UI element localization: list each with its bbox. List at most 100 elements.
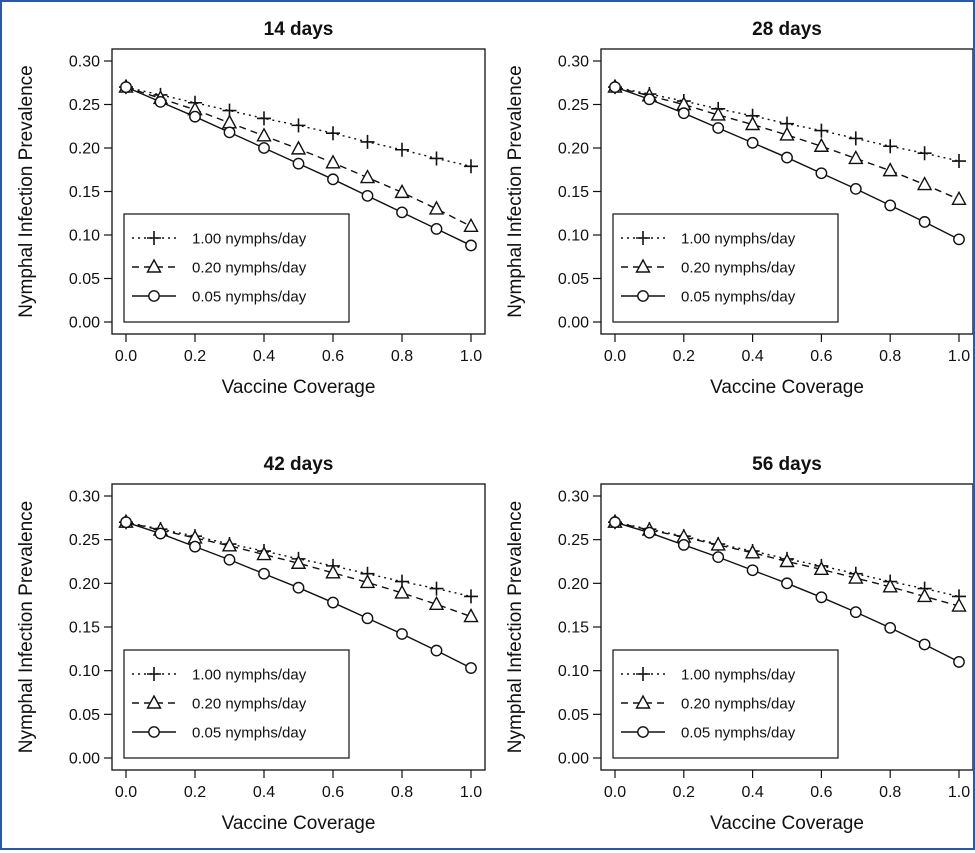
legend-marker-plus bbox=[147, 231, 161, 245]
data-point-triangle bbox=[813, 560, 830, 576]
x-tick-label: 0.4 bbox=[741, 348, 763, 365]
legend-label: 0.20 nymphs/day bbox=[681, 696, 796, 713]
y-tick-label: 0.00 bbox=[69, 315, 100, 332]
data-point-triangle bbox=[744, 544, 761, 559]
y-tick-label: 0.25 bbox=[558, 532, 589, 549]
x-tick-label: 0.0 bbox=[604, 348, 626, 365]
x-tick-label: 1.0 bbox=[948, 784, 970, 801]
x-tick-label: 0.6 bbox=[322, 348, 344, 365]
legend: 1.00 nymphs/day 0.20 nymphs/day 0.05 nymph… bbox=[123, 213, 350, 323]
y-tick-label: 0.15 bbox=[69, 620, 100, 637]
legend: 1.00 nymphs/day 0.20 nymphs/day 0.05 nymph… bbox=[612, 649, 839, 759]
data-point-triangle bbox=[463, 608, 479, 623]
data-point-circle bbox=[396, 628, 408, 640]
series-triangle bbox=[118, 78, 479, 232]
data-point-circle bbox=[189, 110, 201, 123]
y-tick-label: 0.20 bbox=[558, 141, 589, 158]
legend-label: 0.20 nymphs/day bbox=[192, 260, 307, 277]
data-point-plus bbox=[326, 126, 340, 141]
series-circle bbox=[120, 81, 477, 252]
data-point-circle bbox=[430, 644, 443, 657]
legend-label: 0.20 nymphs/day bbox=[681, 260, 796, 277]
legend-marker-triangle bbox=[635, 694, 651, 709]
data-point-triangle bbox=[779, 553, 795, 568]
chart-panel-42-days: 42 days 0.0 0.2 0.4 0.6 0.8 1.0 0.00 0.05 0.10 0.1… bbox=[16, 454, 486, 834]
x-tick-label: 0.8 bbox=[391, 348, 413, 365]
x-tick-label: 0.6 bbox=[322, 784, 344, 801]
legend-marker-plus bbox=[636, 231, 650, 245]
data-point-circle bbox=[223, 126, 236, 139]
data-point-triangle bbox=[359, 573, 376, 589]
data-point-circle bbox=[677, 539, 690, 551]
data-point-circle bbox=[746, 136, 759, 149]
data-point-triangle bbox=[221, 537, 238, 552]
y-tick-label: 0.30 bbox=[69, 54, 100, 71]
x-tick-label: 0.0 bbox=[115, 348, 137, 365]
y-tick-label: 0.05 bbox=[558, 271, 589, 288]
series-circle bbox=[609, 81, 965, 246]
x-tick-label: 1.0 bbox=[460, 348, 482, 365]
y-tick-label: 0.30 bbox=[69, 489, 100, 506]
x-tick-label: 0.4 bbox=[253, 348, 275, 365]
y-tick-label: 0.00 bbox=[558, 751, 589, 768]
data-point-circle bbox=[918, 216, 931, 228]
data-point-circle bbox=[361, 612, 374, 625]
series-line bbox=[125, 521, 472, 598]
series-circle bbox=[120, 516, 477, 674]
data-point-triangle bbox=[394, 183, 410, 199]
data-point-plus bbox=[883, 139, 898, 154]
data-point-circle bbox=[849, 182, 862, 195]
y-tick-label: 0.20 bbox=[558, 576, 589, 593]
y-axis-label: Nymphal Infection Prevalence bbox=[16, 501, 37, 753]
data-point-triangle bbox=[256, 546, 272, 561]
data-point-plus bbox=[464, 589, 478, 604]
data-point-triangle bbox=[290, 554, 307, 569]
data-point-circle bbox=[781, 577, 793, 590]
y-tick-label: 0.10 bbox=[558, 663, 589, 680]
data-point-circle bbox=[884, 199, 897, 212]
y-tick-label: 0.00 bbox=[558, 315, 589, 332]
data-point-circle bbox=[327, 173, 339, 186]
legend-label: 0.20 nymphs/day bbox=[192, 696, 307, 713]
x-axis-label: Vaccine Coverage bbox=[222, 813, 376, 834]
legend-label: 0.05 nymphs/day bbox=[192, 725, 307, 742]
data-point-triangle bbox=[951, 597, 967, 612]
series-line bbox=[125, 86, 472, 227]
x-tick-label: 0.4 bbox=[741, 784, 763, 801]
data-point-triangle bbox=[359, 169, 376, 184]
data-point-plus bbox=[291, 118, 306, 133]
x-tick-label: 0.6 bbox=[810, 784, 832, 801]
data-point-triangle bbox=[813, 137, 830, 152]
data-point-circle bbox=[189, 540, 201, 553]
x-tick-label: 0.2 bbox=[673, 784, 695, 801]
x-axis-label: Vaccine Coverage bbox=[222, 377, 376, 398]
x-tick-label: 1.0 bbox=[948, 348, 970, 365]
legend-label: 0.05 nymphs/day bbox=[681, 289, 796, 306]
data-point-circle bbox=[815, 167, 828, 180]
data-point-circle bbox=[884, 621, 897, 634]
chart-panel-14-days: 14 days 0.0 0.2 0.4 0.6 0.8 1.0 0.00 0.05 0.10 0.1… bbox=[16, 19, 486, 398]
y-tick-label: 0.30 bbox=[558, 54, 589, 71]
data-point-circle bbox=[223, 553, 236, 566]
legend-box bbox=[123, 649, 350, 759]
data-point-circle bbox=[712, 551, 725, 564]
data-point-triangle bbox=[428, 595, 445, 610]
legend-box bbox=[123, 213, 350, 323]
y-tick-label: 0.15 bbox=[558, 184, 589, 201]
data-point-triangle bbox=[463, 217, 479, 232]
data-point-circle bbox=[609, 516, 621, 529]
data-point-triangle bbox=[916, 587, 933, 603]
data-point-circle bbox=[815, 591, 828, 604]
y-tick-label: 0.10 bbox=[69, 228, 100, 245]
y-tick-label: 0.20 bbox=[69, 576, 100, 593]
series-line bbox=[614, 86, 960, 200]
legend-box bbox=[612, 213, 839, 323]
legend-marker-circle bbox=[637, 726, 649, 738]
legend-marker-plus bbox=[147, 667, 161, 681]
data-point-triangle bbox=[256, 127, 272, 142]
chart-title: 14 days bbox=[264, 19, 334, 40]
series-plus bbox=[119, 80, 478, 174]
legend: 1.00 nymphs/day 0.20 nymphs/day 0.05 nymph… bbox=[612, 213, 839, 323]
data-point-circle bbox=[746, 564, 759, 577]
